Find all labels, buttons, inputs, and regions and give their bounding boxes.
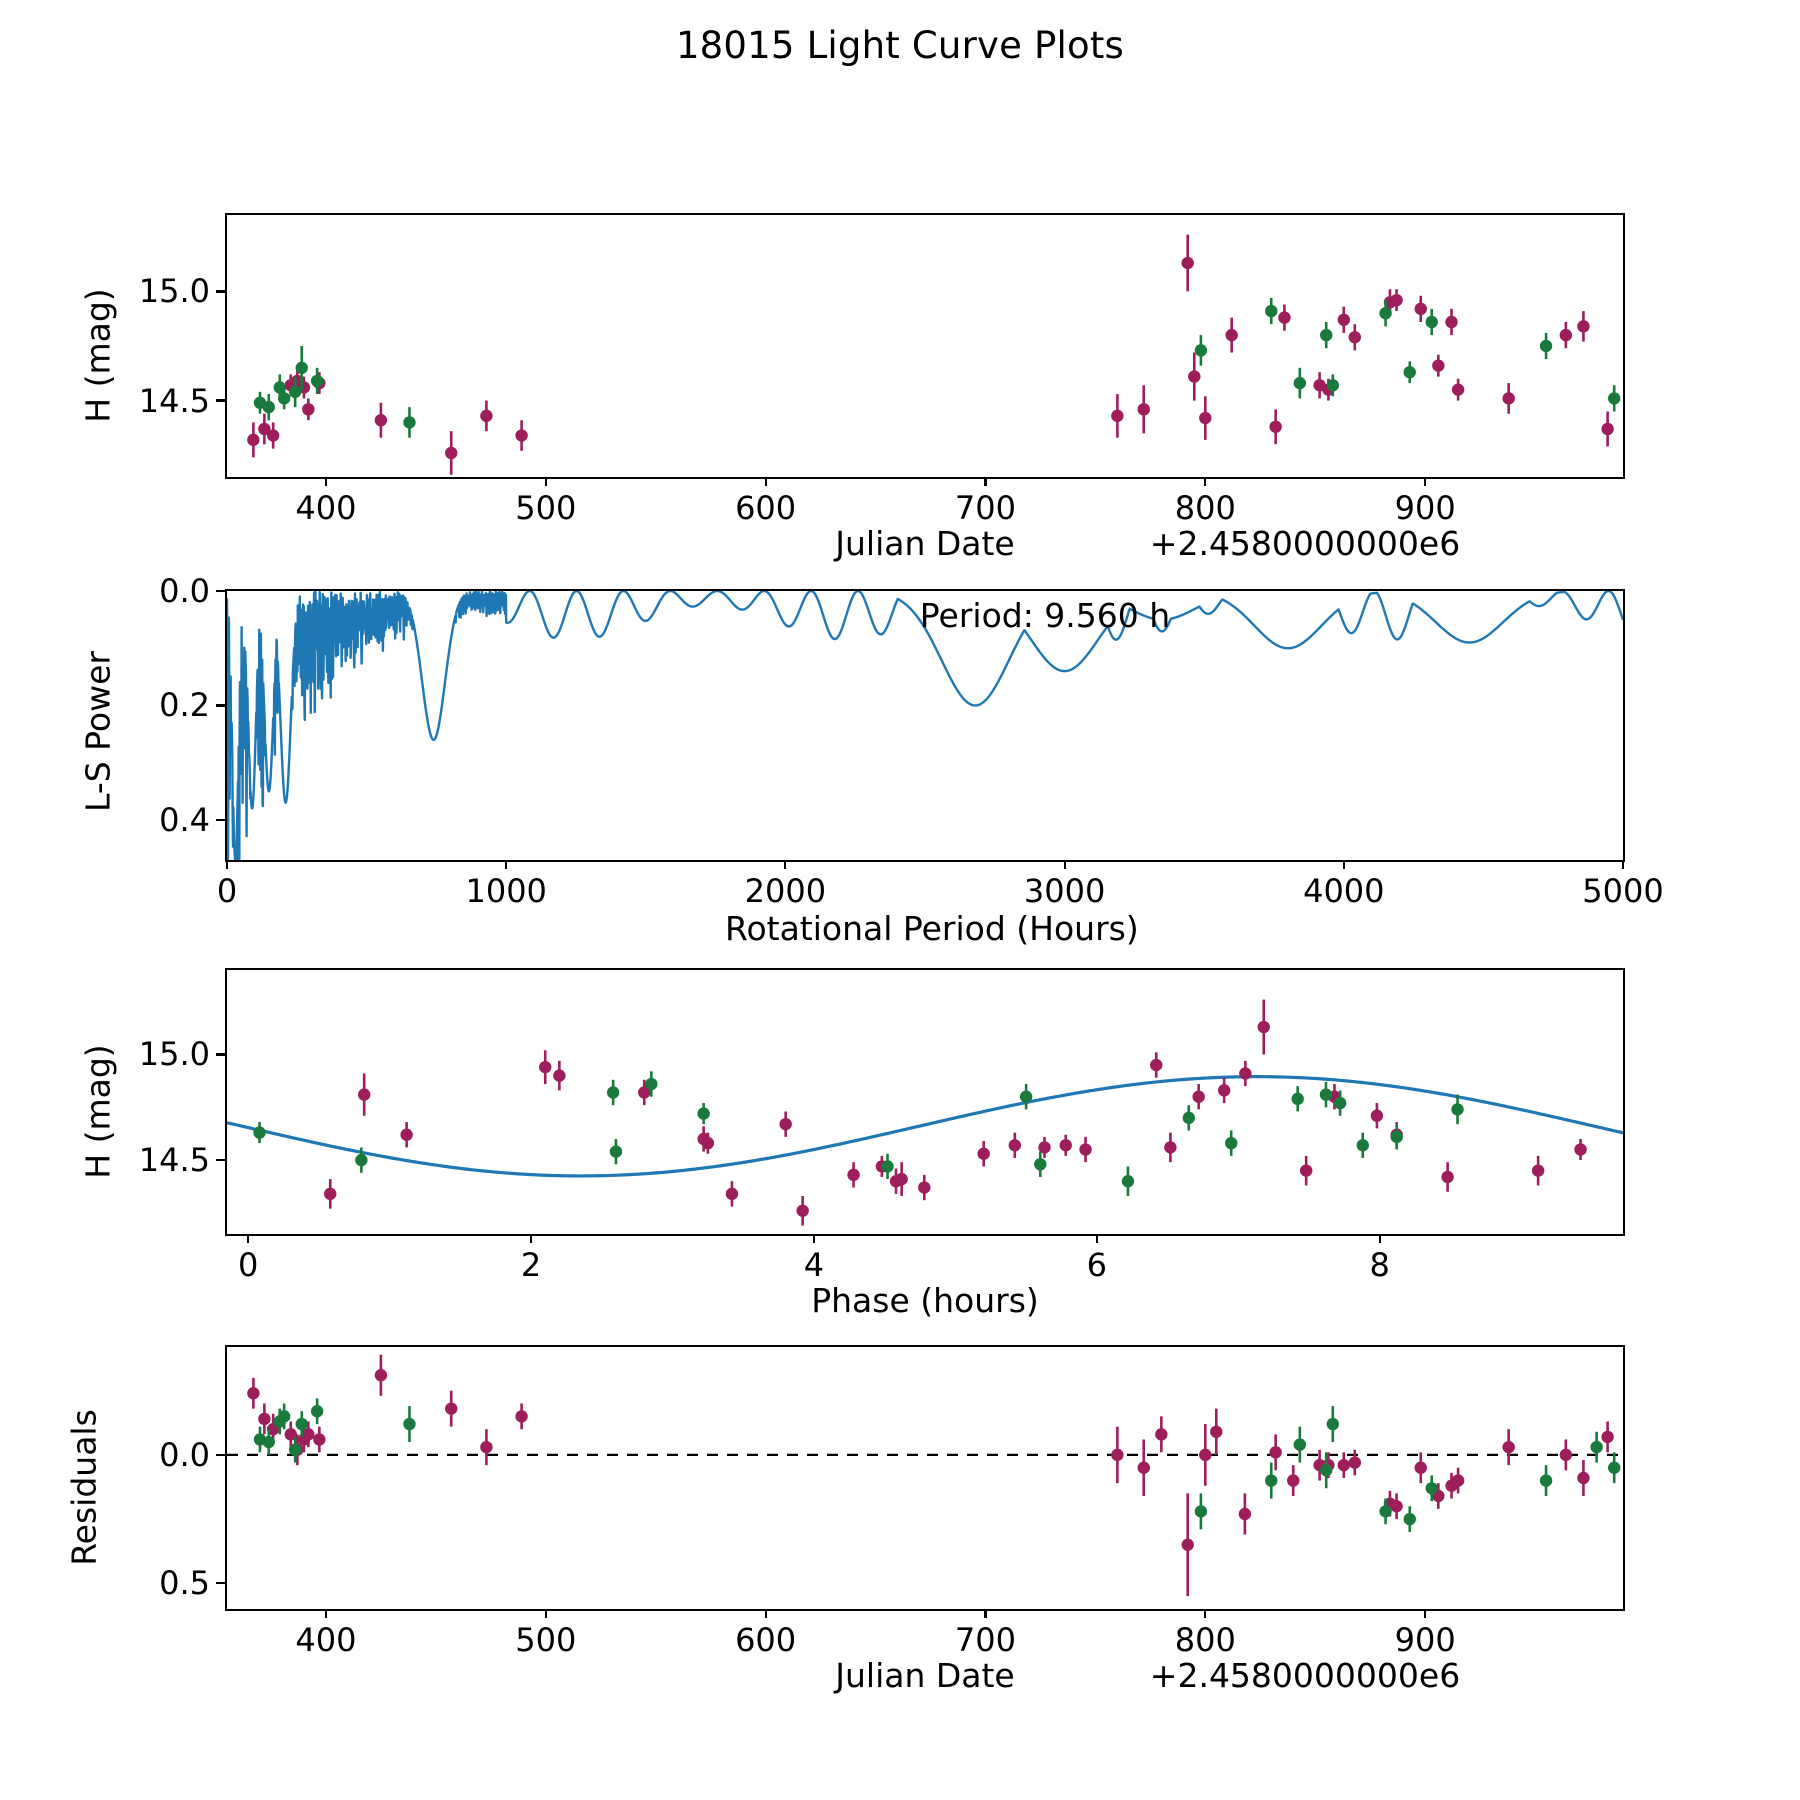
periodogram-xtick-mark	[784, 860, 787, 869]
phase-xtick-label: 6	[1086, 1246, 1108, 1284]
lightcurve-xtick-mark	[324, 477, 328, 486]
lightcurve-xtick-label: 600	[735, 489, 797, 527]
phase-xlabel: Phase (hours)	[811, 1281, 1039, 1320]
periodogram-ytick-label: 0.4	[159, 800, 210, 839]
residuals-plot-area	[227, 1354, 1623, 1597]
phase-xtick-label: 2	[520, 1246, 542, 1284]
lightcurve-xtick-label: 900	[1394, 489, 1456, 527]
residuals-xtick-mark	[1204, 1609, 1207, 1618]
series-green	[253, 1398, 1621, 1532]
residuals-xlabel: Julian Date	[835, 1656, 1015, 1695]
phase-xtick-mark	[812, 1234, 816, 1243]
phase-ytick-mark	[216, 1053, 225, 1056]
residuals-ytick-mark	[216, 1453, 225, 1456]
series-green	[253, 1071, 1464, 1196]
periodogram-ytick-mark	[216, 818, 225, 822]
periodogram-plot-area	[227, 591, 1623, 860]
phase-ytick-label: 14.5	[138, 1141, 210, 1180]
lightcurve-xtick-mark	[1204, 477, 1207, 486]
periodogram-xtick-mark	[225, 860, 229, 869]
series-magenta	[324, 999, 1587, 1226]
residuals-ytick-label: 0.0	[159, 1435, 210, 1474]
phase-xtick-label: 4	[803, 1246, 825, 1284]
periodogram-xlabel: Rotational Period (Hours)	[725, 909, 1139, 948]
residuals-xtick-label: 800	[1174, 1621, 1236, 1659]
periodogram-xtick-mark	[505, 860, 508, 869]
lightcurve-ytick-mark	[216, 399, 225, 402]
residuals-xtick-mark	[764, 1609, 767, 1618]
lightcurve-xtick-label: 400	[295, 489, 357, 527]
periodogram-xtick-mark	[1342, 860, 1345, 869]
periodogram-xtick-label: 4000	[1303, 872, 1385, 910]
residuals-xtick-mark	[984, 1609, 987, 1618]
periodogram-ytick-label: 0.0	[159, 572, 210, 610]
panel-light-curve	[225, 213, 1625, 479]
phase-xtick-mark	[1095, 1234, 1098, 1243]
periodogram-ytick-label: 0.2	[159, 686, 210, 725]
lightcurve-xtick-mark	[1424, 477, 1427, 486]
lightcurve-ytick-label: 14.5	[138, 381, 210, 420]
lightcurve-xtick-mark	[764, 477, 767, 486]
residuals-xtick-label: 400	[295, 1621, 357, 1659]
periodogram-ytick-mark	[216, 589, 225, 593]
lightcurve-plot-area	[247, 234, 1621, 475]
lightcurve-xtick-label: 800	[1174, 489, 1236, 527]
panel-periodogram	[225, 589, 1625, 862]
lightcurve-ytick-mark	[216, 290, 225, 293]
periodogram-xtick-label: 1000	[465, 872, 547, 910]
residuals-ytick-mark	[216, 1582, 225, 1585]
periodogram-xtick-label: 0	[216, 872, 238, 910]
residuals-xtick-mark	[1424, 1609, 1427, 1618]
panel-residuals	[225, 1345, 1625, 1611]
series-green	[253, 297, 1621, 438]
phase-xtick-label: 8	[1369, 1246, 1390, 1284]
phase-ytick-label: 15.0	[138, 1035, 210, 1074]
lightcurve-xtick-mark	[544, 477, 547, 486]
panel-phase-folded	[225, 968, 1625, 1236]
figure-title: 18015 Light Curve Plots	[675, 24, 1125, 67]
periodogram-xtick-label: 3000	[1023, 872, 1106, 910]
lightcurve-ytick-label: 15.0	[138, 272, 210, 311]
period-annotation: Period: 9.560 h	[919, 596, 1171, 635]
phase-xtick-mark	[1378, 1234, 1381, 1243]
lightcurve-xlabel: Julian Date	[835, 524, 1015, 563]
phase-xtick-mark	[247, 1234, 250, 1243]
phase-xtick-mark	[529, 1234, 533, 1243]
series-magenta	[247, 1354, 1614, 1597]
residuals-x-offset: +2.4580000000e6	[1149, 1656, 1461, 1695]
lightcurve-x-offset: +2.4580000000e6	[1149, 524, 1461, 563]
residuals-xtick-label: 700	[954, 1621, 1016, 1659]
periodogram-xtick-mark	[1621, 860, 1625, 869]
series-magenta	[247, 234, 1614, 475]
residuals-xtick-label: 500	[515, 1621, 577, 1659]
periodogram-xtick-mark	[1063, 860, 1066, 869]
lightcurve-xtick-label: 700	[954, 489, 1016, 527]
residuals-xtick-mark	[324, 1609, 328, 1618]
periodogram-xtick-label: 2000	[744, 872, 827, 910]
phase-ylabel: H (mag)	[78, 1044, 118, 1179]
lightcurve-xtick-mark	[984, 477, 987, 486]
phase-plot-area	[227, 999, 1623, 1226]
residuals-xtick-label: 900	[1394, 1621, 1456, 1659]
periodogram-xtick-label: 5000	[1582, 872, 1664, 910]
residuals-xtick-mark	[544, 1609, 547, 1618]
residuals-xtick-label: 600	[735, 1621, 797, 1659]
phase-xtick-label: 0	[238, 1246, 259, 1284]
phase-ytick-mark	[216, 1158, 225, 1162]
residuals-ytick-label: 0.5	[159, 1564, 210, 1603]
lightcurve-xtick-label: 500	[515, 489, 577, 527]
periodogram-ytick-mark	[216, 704, 225, 707]
